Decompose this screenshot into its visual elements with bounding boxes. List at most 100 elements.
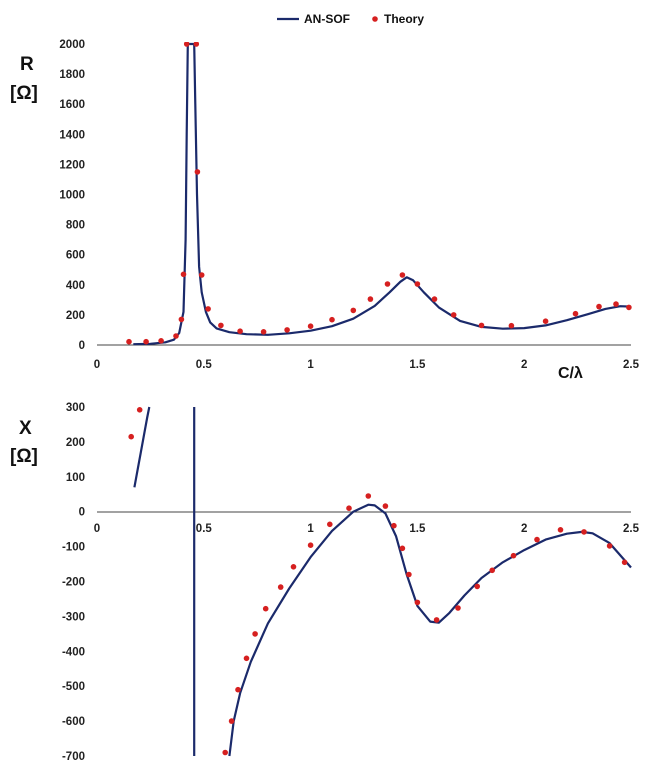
data-point-theory <box>510 552 517 559</box>
data-point-theory <box>350 307 357 314</box>
data-point-theory <box>365 493 372 499</box>
data-point-theory <box>307 323 314 330</box>
y-tick-label: 1600 <box>59 99 85 111</box>
data-point-theory <box>290 564 297 570</box>
data-point-theory <box>433 617 440 623</box>
data-point-theory <box>252 631 258 637</box>
data-point-theory <box>621 559 628 566</box>
x-axis-label: C/λ <box>558 365 583 382</box>
data-point-theory <box>307 542 314 548</box>
data-point-theory <box>128 433 134 440</box>
y-tick-label: 1800 <box>59 69 85 81</box>
y-tick-label: -400 <box>62 646 85 658</box>
data-point-theory <box>178 316 185 323</box>
series-line-an-sof <box>133 406 151 488</box>
data-point-theory <box>198 272 205 278</box>
x-tick-label: 1.5 <box>409 359 426 371</box>
series-group <box>128 406 632 757</box>
y-tick-label: 1200 <box>59 159 85 171</box>
data-point-theory <box>606 543 613 549</box>
y-tick-label: 400 <box>66 280 85 292</box>
data-point-theory <box>218 322 224 329</box>
data-point-theory <box>194 169 201 175</box>
data-point-theory <box>126 338 132 345</box>
x-tick-label: 2 <box>521 359 527 371</box>
data-point-theory <box>474 583 481 590</box>
data-point-theory <box>367 296 374 302</box>
x-tick-label: 2 <box>521 523 527 535</box>
data-point-theory <box>262 605 269 612</box>
x-tick-label: 0 <box>94 523 100 535</box>
y-axis-label-line1: X <box>19 418 32 439</box>
data-point-theory <box>450 312 457 318</box>
legend-label-series-a: AN-SOF <box>304 12 350 26</box>
data-point-theory <box>158 338 164 344</box>
data-point-theory <box>180 271 187 278</box>
data-point-theory <box>626 304 632 311</box>
y-tick-label: 0 <box>79 340 85 352</box>
series-line-an-sof <box>133 42 632 346</box>
y-tick-label: 1000 <box>59 190 85 202</box>
data-point-theory <box>243 655 250 662</box>
data-point-theory <box>534 536 540 543</box>
data-point-theory <box>508 322 515 329</box>
data-point-theory <box>222 749 228 756</box>
data-point-theory <box>455 605 461 611</box>
data-point-theory <box>572 310 579 317</box>
data-point-theory <box>346 505 352 512</box>
y-tick-label: 100 <box>66 472 85 484</box>
data-point-theory <box>478 322 485 329</box>
data-point-theory <box>284 327 290 333</box>
legend: AN-SOF Theory <box>277 12 424 26</box>
y-axis-label-line1: R <box>20 54 34 75</box>
data-point-theory <box>143 338 149 345</box>
data-point-theory <box>414 281 421 287</box>
y-tick-label: 2000 <box>59 39 85 51</box>
tick-labels: 0 200 400 600 800 1000 1200 1400 1600 1800 2000 0 0.… <box>59 39 639 371</box>
x-tick-label: 1.5 <box>409 523 426 535</box>
data-point-theory <box>489 567 496 574</box>
y-tick-label: -500 <box>62 681 85 693</box>
y-tick-label: -100 <box>62 542 85 554</box>
data-point-theory <box>235 686 241 693</box>
resistance-chart: R [Ω] C/λ 0 200 400 600 800 1000 1200 1400 1600 1… <box>10 39 640 382</box>
data-point-theory <box>406 571 412 578</box>
y-tick-label: -600 <box>62 716 85 728</box>
data-point-theory <box>596 303 602 310</box>
x-tick-label: 0.5 <box>196 359 213 371</box>
data-point-theory <box>329 316 335 323</box>
series-line-an-sof <box>228 503 632 757</box>
legend-label-series-b: Theory <box>384 12 424 26</box>
y-tick-label: -700 <box>62 751 85 763</box>
data-point-theory <box>228 718 235 724</box>
data-point-theory <box>391 522 397 529</box>
y-tick-label: 200 <box>66 437 85 449</box>
data-point-theory <box>542 318 549 325</box>
data-point-theory <box>414 599 421 606</box>
x-tick-label: 2.5 <box>623 523 640 535</box>
x-tick-label: 1 <box>307 523 314 535</box>
x-tick-label: 0 <box>94 359 100 371</box>
y-tick-label: 800 <box>66 220 85 232</box>
x-tick-label: 2.5 <box>623 359 640 371</box>
data-point-theory <box>136 407 143 413</box>
y-tick-label: 300 <box>66 402 85 414</box>
data-point-theory <box>399 272 406 278</box>
tick-labels: -700 -600 -500 -400 -300 -200 -100 0 100 200 300 0 0… <box>62 402 640 763</box>
x-tick-label: 0.5 <box>196 523 213 535</box>
y-tick-label: 1400 <box>59 129 85 141</box>
y-tick-label: -200 <box>62 577 85 589</box>
data-point-theory <box>173 333 179 339</box>
data-point-theory <box>205 306 211 312</box>
data-point-theory <box>327 521 333 528</box>
data-point-theory <box>384 281 391 287</box>
data-point-theory <box>277 584 284 590</box>
y-tick-label: 600 <box>66 250 85 262</box>
data-point-theory <box>237 328 243 335</box>
series-group <box>126 42 632 346</box>
data-point-theory <box>431 296 438 302</box>
plot-area <box>126 42 632 346</box>
legend-point-swatch <box>372 16 378 22</box>
data-point-theory <box>399 545 406 552</box>
